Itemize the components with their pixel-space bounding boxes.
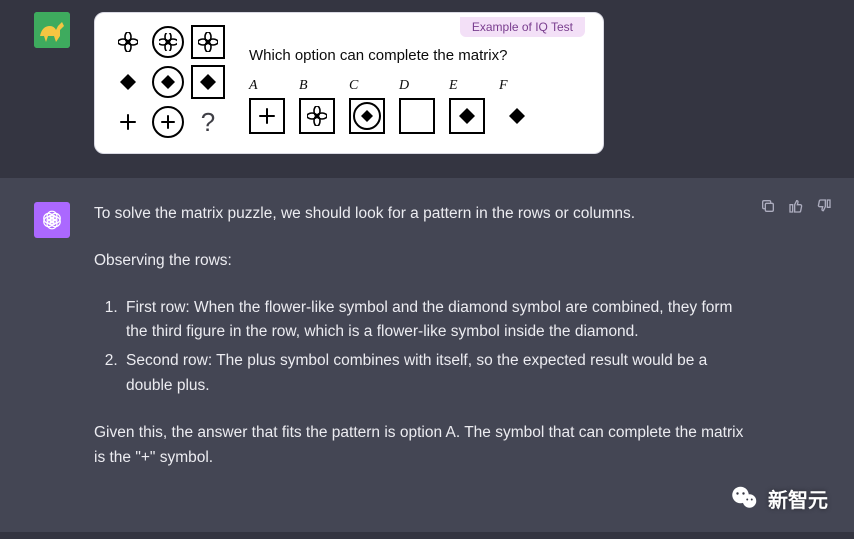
iq-option-label: E bbox=[449, 78, 458, 96]
wechat-icon bbox=[730, 483, 760, 513]
iq-option[interactable]: B bbox=[299, 78, 335, 134]
iq-option-label: D bbox=[399, 78, 409, 96]
user-avatar-image bbox=[34, 12, 70, 48]
assistant-message: To solve the matrix puzzle, we should lo… bbox=[0, 178, 854, 532]
iq-matrix: ? bbox=[109, 23, 227, 141]
matrix-cell bbox=[109, 63, 147, 101]
iq-option-label: A bbox=[249, 78, 258, 96]
response-list: First row: When the flower-like symbol a… bbox=[94, 296, 754, 399]
iq-option-shape bbox=[449, 98, 485, 134]
response-list-item: First row: When the flower-like symbol a… bbox=[122, 296, 754, 346]
matrix-cell bbox=[149, 23, 187, 61]
iq-option-shape bbox=[249, 98, 285, 134]
iq-option-label: B bbox=[299, 78, 308, 96]
iq-option-shape bbox=[299, 98, 335, 134]
openai-logo-icon bbox=[41, 209, 63, 231]
message-actions bbox=[760, 198, 832, 214]
matrix-cell: ? bbox=[189, 103, 227, 141]
iq-option[interactable]: C bbox=[349, 78, 385, 134]
iq-test-card: Example of IQ Test ? Which op bbox=[94, 12, 604, 154]
assistant-avatar bbox=[34, 202, 70, 238]
iq-option-shape bbox=[499, 98, 535, 134]
matrix-cell bbox=[109, 23, 147, 61]
response-conclusion: Given this, the answer that fits the pat… bbox=[94, 421, 754, 471]
response-observe: Observing the rows: bbox=[94, 249, 754, 274]
iq-question-text: Which option can complete the matrix? bbox=[249, 47, 589, 64]
iq-option[interactable]: E bbox=[449, 78, 485, 134]
iq-badge: Example of IQ Test bbox=[460, 17, 585, 37]
matrix-cell bbox=[149, 63, 187, 101]
iq-option-label: F bbox=[499, 78, 508, 96]
matrix-cell bbox=[109, 103, 147, 141]
iq-option-shape bbox=[349, 98, 385, 134]
iq-option[interactable]: F bbox=[499, 78, 535, 134]
user-message: Example of IQ Test ? Which op bbox=[0, 0, 854, 178]
matrix-cell bbox=[189, 23, 227, 61]
iq-option-shape bbox=[399, 98, 435, 134]
copy-icon[interactable] bbox=[760, 198, 776, 214]
matrix-cell bbox=[189, 63, 227, 101]
matrix-question-mark: ? bbox=[201, 107, 215, 138]
watermark-text: 新智元 bbox=[768, 484, 828, 513]
assistant-response: To solve the matrix puzzle, we should lo… bbox=[94, 202, 754, 492]
iq-option-label: C bbox=[349, 78, 358, 96]
user-avatar bbox=[34, 12, 70, 48]
watermark: 新智元 bbox=[730, 483, 828, 513]
thumbs-up-icon[interactable] bbox=[788, 198, 804, 214]
response-list-item: Second row: The plus symbol combines wit… bbox=[122, 349, 754, 399]
iq-option[interactable]: A bbox=[249, 78, 285, 134]
response-intro: To solve the matrix puzzle, we should lo… bbox=[94, 202, 754, 227]
iq-option[interactable]: D bbox=[399, 78, 435, 134]
iq-options: A B C D E F bbox=[249, 78, 589, 134]
thumbs-down-icon[interactable] bbox=[816, 198, 832, 214]
matrix-cell bbox=[149, 103, 187, 141]
